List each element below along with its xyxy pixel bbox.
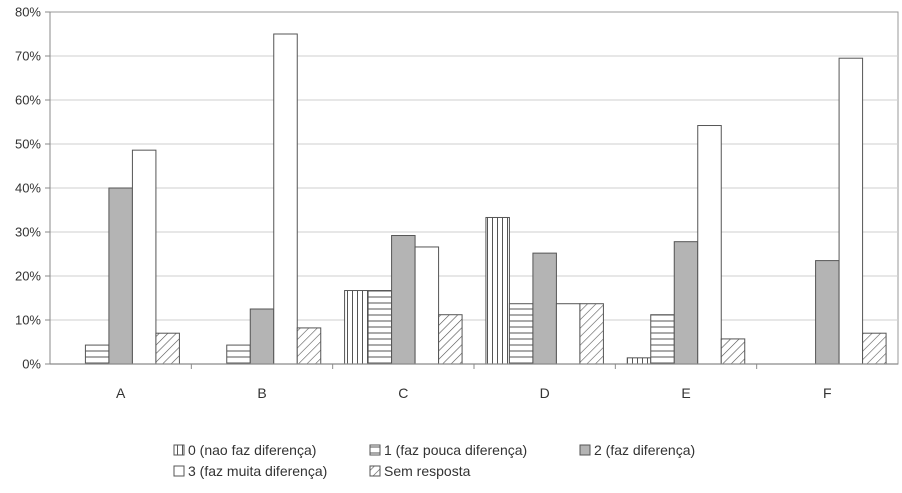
grid-lines bbox=[49, 11, 899, 365]
x-tick-label: F bbox=[823, 385, 832, 401]
bar-A-series-1 bbox=[84, 344, 110, 365]
legend-swatch-1 bbox=[369, 444, 381, 456]
legend-swatch-2 bbox=[579, 444, 591, 456]
x-tick-label: D bbox=[540, 385, 550, 401]
axes: 0% 10% 20% 30% 40% 50% 60% 70% 80% A B C D E F bbox=[15, 5, 898, 401]
y-tick-label: 20% bbox=[15, 269, 41, 284]
bar-E-series-3 bbox=[697, 125, 722, 365]
legend-label-1: 1 (faz pouca diferença) bbox=[384, 442, 527, 458]
legend-label-3: 3 (faz muita diferença) bbox=[188, 463, 327, 479]
y-tick-label: 10% bbox=[15, 313, 41, 328]
y-tick-label: 50% bbox=[15, 137, 41, 152]
bar-D-series-1 bbox=[508, 303, 534, 365]
legend-label-2: 2 (faz diferença) bbox=[594, 442, 695, 458]
bar-D-series-3 bbox=[555, 303, 581, 365]
bar-D-series-0 bbox=[485, 216, 510, 365]
bar-B-series-2 bbox=[249, 308, 275, 365]
bar-C-series-4 bbox=[438, 314, 463, 365]
legend-swatch-0 bbox=[173, 444, 185, 456]
bar-D-series-4 bbox=[579, 303, 604, 365]
bar-B-series-3 bbox=[273, 33, 298, 365]
y-tick-label: 60% bbox=[15, 93, 41, 108]
bar-F-series-2 bbox=[815, 260, 840, 365]
bar-E-series-1 bbox=[650, 314, 675, 365]
bar-F-series-3 bbox=[838, 57, 864, 365]
bar-F-series-4 bbox=[862, 332, 887, 365]
legend-label-0: 0 (nao faz diferença) bbox=[188, 442, 316, 458]
bar-C-series-3 bbox=[414, 246, 440, 365]
bar-B-series-1 bbox=[226, 344, 251, 365]
bar-E-series-0 bbox=[626, 357, 652, 365]
bar-E-series-2 bbox=[673, 241, 699, 365]
bar-C-series-1 bbox=[367, 290, 393, 365]
legend-swatch-4 bbox=[369, 465, 381, 477]
x-tick-label: C bbox=[398, 385, 408, 401]
bar-B-series-4 bbox=[296, 327, 322, 365]
x-tick-label: B bbox=[257, 385, 266, 401]
x-tick-label: E bbox=[681, 385, 690, 401]
bar-C-series-0 bbox=[344, 290, 369, 365]
bar-A-series-4 bbox=[155, 332, 180, 365]
y-tick-label: 80% bbox=[15, 5, 41, 20]
legend-swatch-3 bbox=[173, 465, 185, 477]
legend: 0 (nao faz diferença) 1 (faz pouca difere… bbox=[173, 442, 695, 479]
y-tick-label: 40% bbox=[15, 181, 41, 196]
y-tick-label: 0% bbox=[22, 357, 41, 372]
bar-A-series-3 bbox=[131, 149, 157, 365]
y-tick-label: 30% bbox=[15, 225, 41, 240]
bars bbox=[84, 33, 887, 365]
legend-label-4: Sem resposta bbox=[384, 463, 471, 479]
x-tick-label: A bbox=[116, 385, 126, 401]
bar-E-series-4 bbox=[720, 338, 746, 365]
bar-A-series-2 bbox=[108, 187, 133, 365]
bar-C-series-2 bbox=[391, 235, 416, 365]
bar-D-series-2 bbox=[532, 252, 557, 365]
y-tick-label: 70% bbox=[15, 49, 41, 64]
